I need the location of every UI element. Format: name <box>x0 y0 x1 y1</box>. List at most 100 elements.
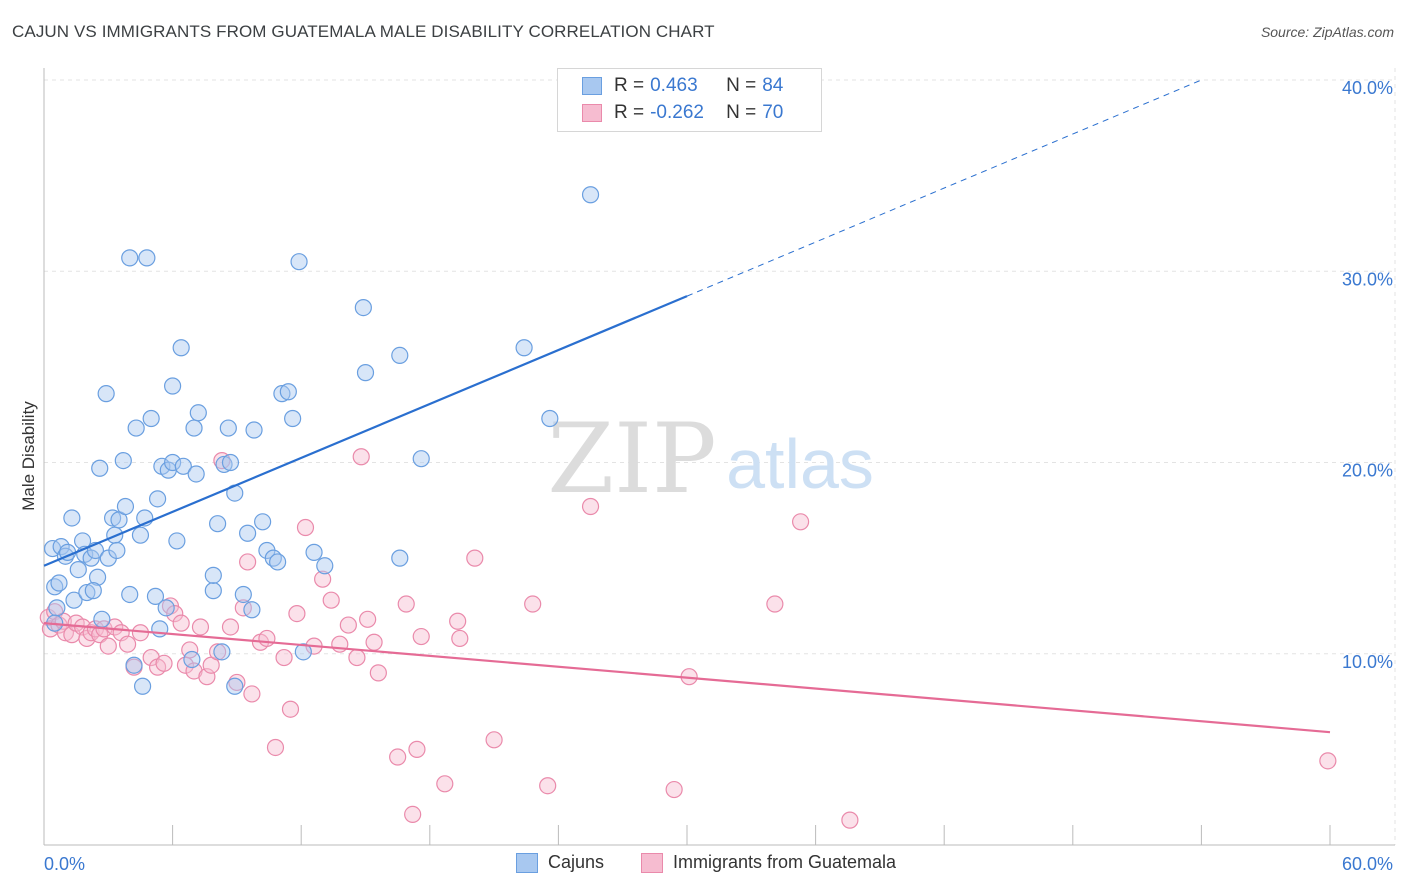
point-cajuns <box>541 409 559 428</box>
point-cajuns <box>581 186 600 204</box>
point-cajuns <box>91 459 109 477</box>
bottom-legend-swatch-guatemala <box>641 852 663 873</box>
point-guatemala <box>166 604 184 623</box>
point-cajuns <box>305 543 323 561</box>
point-cajuns <box>213 643 231 661</box>
point-guatemala <box>581 497 600 516</box>
point-guatemala <box>281 700 300 718</box>
point-guatemala <box>348 648 366 667</box>
bottom-legend-cajuns[interactable]: Cajuns <box>516 852 604 873</box>
axis-labels: 10.0% 20.0% 30.0% 40.0% 0.0% 60.0% Male Disabi… <box>19 78 1393 874</box>
point-guatemala <box>288 604 306 623</box>
point-cajuns <box>127 419 145 437</box>
point-cajuns <box>114 451 132 470</box>
point-cajuns <box>116 497 135 516</box>
bottom-legend-label-guatemala: Immigrants from Guatemala <box>673 852 897 872</box>
point-cajuns <box>189 404 207 422</box>
point-cajuns <box>243 601 261 619</box>
legend-row-cajuns: R = 0.463 N = 84 <box>582 74 783 98</box>
legend-r-label: R = <box>614 102 645 123</box>
point-guatemala <box>243 685 261 703</box>
point-cajuns <box>234 585 252 604</box>
point-cajuns <box>148 490 167 508</box>
legend-n-label: N = <box>726 75 757 96</box>
point-guatemala <box>397 595 415 613</box>
point-cajuns <box>164 453 182 472</box>
series-guatemala <box>39 448 1337 829</box>
y-tick-label: 30.0% <box>1342 269 1393 289</box>
point-guatemala <box>106 618 124 636</box>
point-guatemala <box>352 448 370 466</box>
point-cajuns <box>138 249 156 267</box>
point-cajuns <box>316 557 334 575</box>
point-cajuns <box>290 253 308 271</box>
point-cajuns <box>273 385 291 403</box>
point-cajuns <box>174 457 192 475</box>
bottom-legend-guatemala[interactable]: Immigrants from Guatemala <box>641 852 896 873</box>
point-cajuns <box>50 574 68 592</box>
point-cajuns <box>103 509 122 527</box>
point-cajuns <box>108 541 126 560</box>
point-cajuns <box>204 566 222 584</box>
point-cajuns <box>279 383 297 401</box>
point-cajuns <box>164 377 182 395</box>
legend-swatch-cajuns <box>582 77 602 95</box>
point-guatemala <box>485 731 503 749</box>
point-cajuns <box>239 524 257 542</box>
point-cajuns <box>187 465 205 483</box>
y-tick-label: 40.0% <box>1342 78 1393 98</box>
point-guatemala <box>466 549 484 567</box>
point-guatemala <box>404 805 422 824</box>
point-guatemala <box>322 591 340 609</box>
legend-box: R = 0.463 N = 84 R = -0.262 N = 70 <box>557 68 822 132</box>
point-cajuns <box>69 560 87 579</box>
point-cajuns <box>84 582 102 600</box>
watermark: ZIP atlas <box>547 403 874 515</box>
legend-n-label: N = <box>726 102 757 123</box>
bottom-legend-label-cajuns: Cajuns <box>548 852 605 872</box>
point-cajuns <box>185 419 203 437</box>
point-cajuns <box>63 509 81 527</box>
point-cajuns <box>168 532 186 550</box>
legend-r-value: -0.262 <box>650 102 704 123</box>
point-guatemala <box>369 664 387 682</box>
y-axis-label: Male Disability <box>19 401 38 511</box>
point-guatemala <box>412 627 430 646</box>
point-guatemala <box>539 777 557 795</box>
point-guatemala <box>389 748 407 766</box>
point-cajuns <box>88 568 107 586</box>
x-tick-label: 0.0% <box>44 854 85 874</box>
trend-line-cajuns <box>43 295 688 567</box>
point-cajuns <box>157 599 175 617</box>
point-cajuns <box>354 298 372 317</box>
point-guatemala <box>791 513 810 531</box>
point-cajuns <box>254 513 272 531</box>
point-guatemala <box>436 775 454 793</box>
point-cajuns <box>65 591 83 609</box>
point-guatemala <box>359 610 377 628</box>
legend-n-value: 70 <box>762 102 784 123</box>
y-tick-label: 10.0% <box>1342 652 1393 672</box>
point-cajuns <box>245 421 263 439</box>
point-cajuns <box>142 409 160 428</box>
point-cajuns <box>52 538 70 556</box>
point-cajuns <box>121 249 139 267</box>
point-cajuns <box>121 585 139 604</box>
point-cajuns <box>269 553 287 571</box>
point-cajuns <box>412 450 430 468</box>
point-guatemala <box>766 595 784 613</box>
point-cajuns <box>391 549 409 567</box>
point-cajuns <box>125 656 143 674</box>
point-cajuns <box>219 419 237 437</box>
point-guatemala <box>172 614 190 632</box>
point-cajuns <box>204 582 222 600</box>
point-cajuns <box>131 526 150 544</box>
legend-swatch-guatemala <box>582 104 602 122</box>
point-cajuns <box>93 610 111 628</box>
point-cajuns <box>226 677 244 695</box>
watermark-atlas: atlas <box>726 425 874 503</box>
point-guatemala <box>339 616 357 634</box>
series-cajuns <box>43 186 600 695</box>
gridlines <box>44 68 1396 845</box>
axes <box>43 68 1395 846</box>
